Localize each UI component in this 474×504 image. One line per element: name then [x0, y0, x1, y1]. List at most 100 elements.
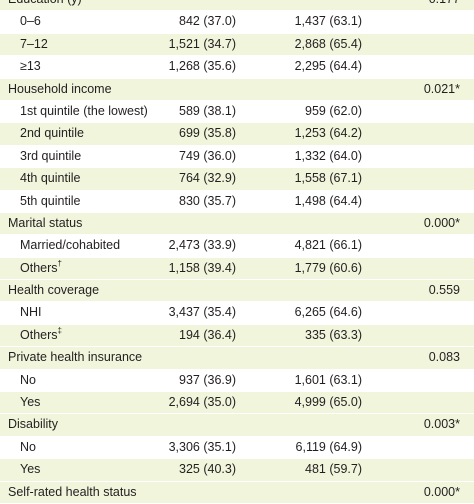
row-label: Health coverage — [8, 280, 99, 301]
count-cell: 1,601 (63.1) — [294, 372, 362, 387]
row-label-text: Health coverage — [8, 283, 100, 298]
count-cell: 325 (40.3) — [179, 462, 236, 477]
count-cell: 1,268 (35.6) — [168, 59, 236, 74]
row-label: 0–6 — [20, 11, 41, 32]
table-row: 1st quintile (the lowest) 589 (38.1) 959 (… — [0, 100, 474, 124]
count-cell: 2,473 (33.9) — [168, 238, 236, 253]
row-label-text: Married/cohabited — [20, 238, 121, 253]
count-cell: 2,295 (64.4) — [294, 59, 362, 74]
table-row: Yes 2,694 (35.0) 4,999 (65.0) — [0, 392, 474, 415]
count-cell: 1,158 (39.4) — [168, 260, 236, 275]
count-cell: 749 (36.0) — [179, 148, 236, 163]
count-cell: 1,437 (63.1) — [294, 14, 362, 29]
table-section-header: Marital status 0.000* — [0, 212, 474, 236]
row-label: Private health insurance — [8, 347, 142, 368]
count-cell: 1,498 (64.4) — [294, 193, 362, 208]
count-cell: 1,253 (64.2) — [294, 126, 362, 141]
table-row: 2nd quintile 699 (35.8) 1,253 (64.2) — [0, 123, 474, 146]
p-value-cell: 0.021* — [423, 81, 460, 96]
count-cell: 2,694 (35.0) — [168, 395, 236, 410]
table-row: Others‡ 194 (36.4) 335 (63.3) — [0, 324, 474, 348]
count-cell: 842 (37.0) — [179, 14, 236, 29]
row-label-text: 1st quintile (the lowest) — [20, 103, 148, 118]
row-label-text: No — [20, 439, 36, 454]
row-label-text: 0–6 — [20, 14, 41, 29]
row-label-text: Yes — [20, 462, 41, 477]
table-row: 4th quintile 764 (32.9) 1,558 (67.1) — [0, 168, 474, 191]
row-label: Others† — [20, 258, 62, 279]
count-cell: 959 (62.0) — [305, 103, 362, 118]
table-row: Married/cohabited 2,473 (33.9) 4,821 (66.1… — [0, 235, 474, 258]
table-section-header: Household income 0.021* — [0, 78, 474, 101]
row-label-text: Others — [20, 260, 58, 275]
count-cell: 2,868 (65.4) — [294, 36, 362, 51]
table-row: 3rd quintile 749 (36.0) 1,332 (64.0) — [0, 145, 474, 169]
row-label-text: 7–12 — [20, 36, 48, 51]
count-cell: 4,999 (65.0) — [294, 395, 362, 410]
row-label: Self-rated health status — [8, 482, 137, 503]
count-cell: 4,821 (66.1) — [294, 238, 362, 253]
table-row: 0–6 842 (37.0) 1,437 (63.1) — [0, 11, 474, 34]
row-label: Household income — [8, 79, 112, 100]
table-row: 5th quintile 830 (35.7) 1,498 (64.4) — [0, 190, 474, 213]
table-row: Others† 1,158 (39.4) 1,779 (60.6) — [0, 257, 474, 281]
p-value-cell: 0.083 — [428, 350, 460, 365]
table-section-header: Disability 0.003* — [0, 414, 474, 437]
row-label: No — [20, 370, 36, 391]
count-cell: 3,437 (35.4) — [168, 305, 236, 320]
row-label: 1st quintile (the lowest) — [20, 101, 148, 122]
row-label-text: Private health insurance — [8, 350, 143, 365]
table-row: No 3,306 (35.1) 6,119 (64.9) — [0, 436, 474, 460]
row-label: Yes — [20, 392, 40, 413]
row-label-text: Education (y) — [8, 0, 82, 6]
row-label: 5th quintile — [20, 191, 80, 212]
row-label: 3rd quintile — [20, 146, 81, 167]
count-cell: 937 (36.9) — [179, 372, 236, 387]
row-label: 7–12 — [20, 34, 48, 55]
table-row: NHI 3,437 (35.4) 6,265 (64.6) — [0, 302, 474, 325]
count-cell: 764 (32.9) — [179, 171, 236, 186]
count-cell: 6,119 (64.9) — [295, 439, 362, 454]
count-cell: 6,265 (64.6) — [294, 305, 362, 320]
table-section-header: Self-rated health status 0.000* — [0, 481, 474, 504]
row-label-text: 5th quintile — [20, 193, 81, 208]
table-row: Yes 325 (40.3) 481 (59.7) — [0, 459, 474, 482]
row-label-text: Self-rated health status — [8, 484, 137, 499]
table-section-header: Health coverage 0.559 — [0, 280, 474, 303]
row-label-text: 3rd quintile — [20, 148, 82, 163]
row-label-text: Marital status — [8, 215, 83, 230]
row-label: Education (y) — [8, 0, 82, 10]
count-cell: 1,521 (34.7) — [168, 36, 236, 51]
row-label-text: Others — [20, 327, 58, 342]
row-label: 4th quintile — [20, 168, 80, 189]
row-label: Married/cohabited — [20, 235, 120, 256]
row-label-text: NHI — [20, 305, 42, 320]
row-label-text: Household income — [8, 81, 112, 96]
count-cell: 830 (35.7) — [179, 193, 236, 208]
footnote-marker: † — [57, 258, 62, 268]
table-section-header: Private health insurance 0.083 — [0, 347, 474, 370]
count-cell: 1,779 (60.6) — [294, 260, 362, 275]
row-label-text: 4th quintile — [20, 171, 81, 186]
p-value-cell: 0.000* — [423, 484, 460, 499]
row-label: NHI — [20, 302, 42, 323]
row-label-text: ≥13 — [20, 59, 41, 74]
count-cell: 1,332 (64.0) — [294, 148, 362, 163]
count-cell: 481 (59.7) — [305, 462, 362, 477]
count-cell: 699 (35.8) — [179, 126, 236, 141]
row-label: Others‡ — [20, 325, 62, 346]
footnote-marker: ‡ — [57, 325, 62, 335]
table-row: ≥13 1,268 (35.6) 2,295 (64.4) — [0, 56, 474, 79]
row-label: ≥13 — [20, 56, 41, 77]
count-cell: 589 (38.1) — [179, 103, 236, 118]
p-value-cell: 0.000* — [423, 215, 460, 230]
row-label: No — [20, 437, 36, 458]
p-value-cell: 0.177 — [429, 0, 460, 10]
row-label: Disability — [8, 414, 58, 435]
count-cell: 194 (36.4) — [179, 327, 236, 342]
row-label: Yes — [20, 459, 40, 480]
row-label-text: Yes — [20, 395, 41, 410]
row-label: 2nd quintile — [20, 123, 84, 144]
table-row: 7–12 1,521 (34.7) 2,868 (65.4) — [0, 33, 474, 57]
